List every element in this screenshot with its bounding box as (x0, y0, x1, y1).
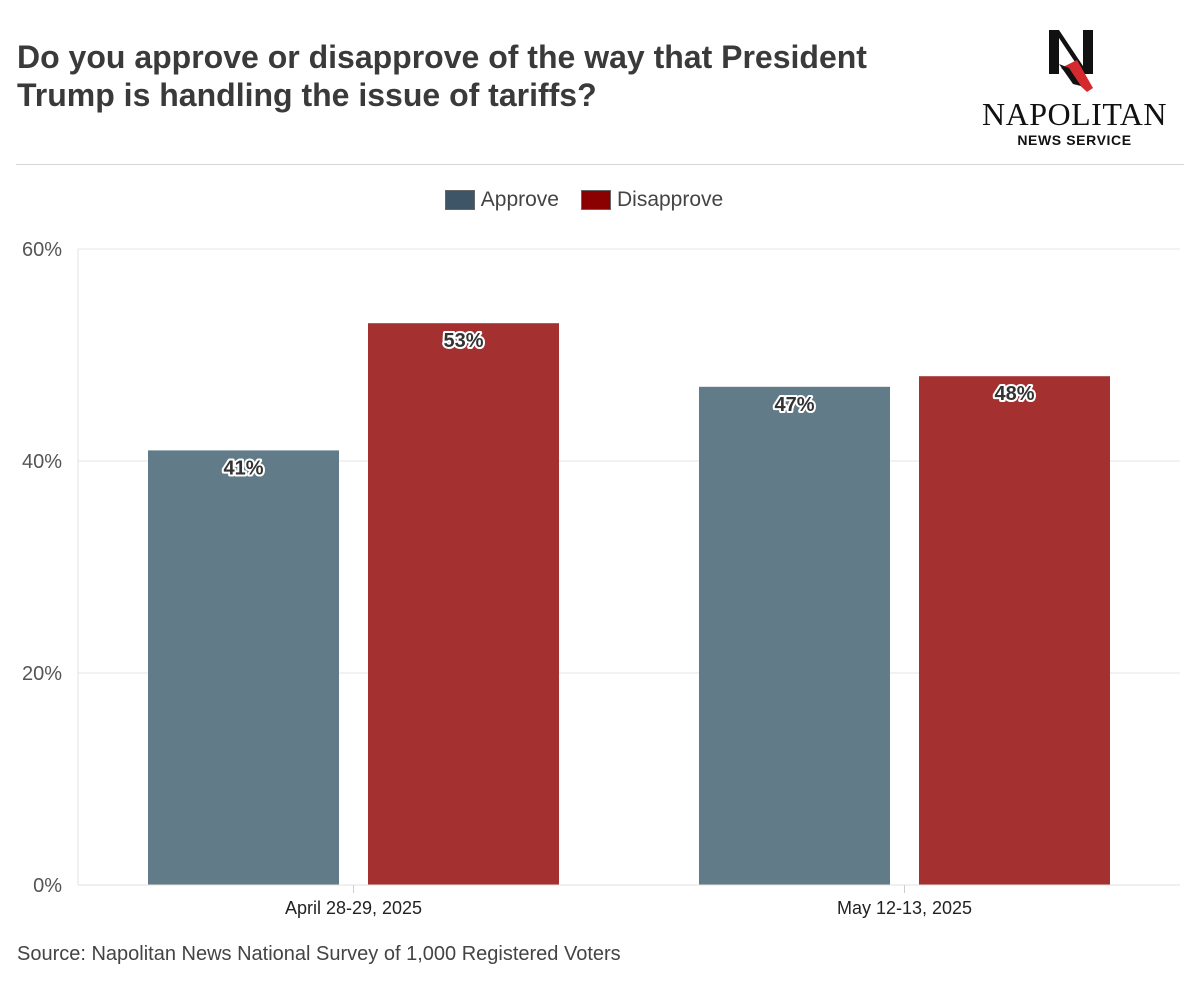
logo-name: NAPOLITAN (981, 96, 1168, 132)
bar-approve (148, 450, 339, 885)
y-tick-label: 20% (22, 663, 62, 685)
y-tick-label: 40% (22, 451, 62, 473)
legend-swatch-disapprove (580, 190, 611, 210)
x-tick-label: April 28-29, 2025 (285, 898, 422, 918)
legend-item-approve: Approve (444, 188, 559, 212)
bar-disapprove (368, 323, 559, 885)
data-label-approve: 41% (223, 457, 263, 479)
bar-approve (699, 386, 890, 885)
logo-subtitle: NEWS SERVICE (1017, 132, 1132, 148)
legend-item-disapprove: Disapprove (580, 188, 724, 212)
data-label-disapprove: 53% (443, 330, 483, 352)
bar-disapprove (919, 376, 1110, 885)
y-tick-label: 0% (33, 875, 62, 897)
chart-title: Do you approve or disapprove of the way … (17, 39, 867, 113)
data-label-approve: 47% (774, 394, 814, 416)
source-note: Source: Napolitan News National Survey o… (17, 943, 621, 965)
legend-label-disapprove: Disapprove (616, 188, 724, 211)
legend-swatch-approve (444, 190, 475, 210)
napolitan-logo: NAPOLITAN NEWS SERVICE (972, 26, 1177, 154)
data-label-disapprove: 48% (994, 383, 1034, 405)
legend-label-approve: Approve (480, 188, 559, 211)
x-tick-label: May 12-13, 2025 (837, 898, 972, 918)
header-divider (16, 164, 1184, 165)
chart-legend: Approve Disapprove (0, 188, 1168, 212)
y-tick-label: 60% (22, 239, 62, 261)
napolitan-eagle-logo-icon (1049, 30, 1093, 92)
